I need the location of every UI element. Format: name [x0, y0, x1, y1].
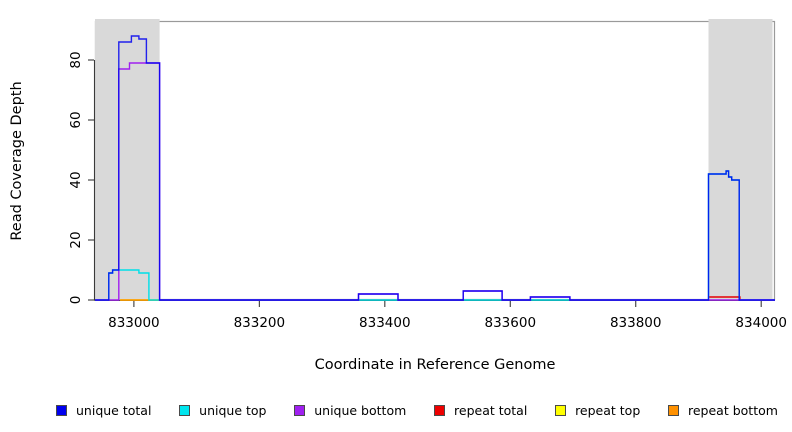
legend-item-unique-total: unique total: [56, 403, 151, 418]
shaded-repeat-region: [708, 19, 773, 300]
series-unique-total: [95, 35, 775, 301]
x-tick-label: 834000: [735, 315, 787, 331]
legend: unique total unique top unique bottom repea…: [0, 397, 792, 423]
y-tick-label: 40: [68, 171, 84, 188]
legend-item-repeat-top: repeat top: [555, 403, 640, 418]
legend-item-unique-top: unique top: [179, 403, 266, 418]
legend-label: unique top: [199, 402, 267, 418]
shaded-repeat-region: [95, 19, 160, 300]
plot-border: [94, 20, 776, 301]
x-tick-label: 833000: [108, 315, 160, 331]
legend-label: repeat total: [454, 402, 528, 418]
legend-swatch: [668, 404, 679, 416]
y-tick-label: 80: [68, 51, 84, 68]
y-axis-title: Read Coverage Depth: [9, 81, 25, 240]
legend-item-unique-bottom: unique bottom: [294, 403, 406, 418]
legend-item-repeat-bottom: repeat bottom: [668, 403, 778, 418]
x-axis-title: Coordinate in Reference Genome: [315, 357, 556, 373]
legend-swatch: [294, 404, 306, 416]
x-tick-label: 833200: [234, 315, 286, 331]
legend-swatch: [555, 404, 567, 416]
coverage-plot: 833000 833200 833400 833600 833800 834000 0 20 4…: [9, 19, 787, 373]
legend-label: unique total: [76, 402, 152, 418]
x-tick-label: 833800: [610, 315, 662, 331]
y-tick-label: 0: [68, 296, 84, 305]
legend-swatch: [179, 404, 191, 416]
legend-label: repeat top: [575, 402, 641, 418]
legend-swatch: [56, 404, 67, 416]
legend-label: repeat bottom: [688, 402, 778, 418]
legend-item-repeat-total: repeat total: [434, 403, 527, 418]
x-tick-label: 833600: [485, 315, 537, 331]
legend-label: unique bottom: [314, 402, 407, 418]
y-tick-label: 20: [68, 231, 84, 248]
y-tick-label: 60: [68, 111, 84, 128]
x-tick-label: 833400: [359, 315, 411, 331]
legend-swatch: [434, 404, 446, 416]
